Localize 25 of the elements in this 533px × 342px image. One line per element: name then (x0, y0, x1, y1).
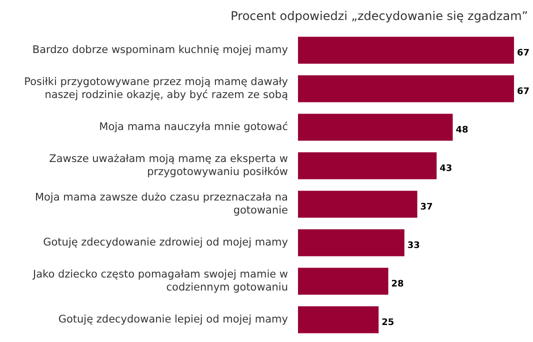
bar (298, 306, 379, 334)
y-tick-label: Gotuję zdecydowanie zdrowiej od mojej mamy (43, 236, 288, 249)
y-tick-label: Gotuję zdecydowanie lepiej od mojej mamy (58, 314, 288, 326)
data-label: 48 (456, 125, 468, 136)
data-label: 43 (440, 164, 452, 174)
bar (298, 229, 404, 256)
data-label: 67 (517, 48, 530, 58)
y-tick-label: Jako dziecko często pomagałam swojej mamie w codziennym gotowaniu (32, 268, 288, 294)
y-tick-label: Moja mama nauczyła mnie gotować (99, 121, 288, 134)
bar (298, 36, 514, 64)
chart-title: Procent odpowiedzi „zdecydowanie się zgadzam” (230, 9, 528, 23)
y-tick-label: Bardzo dobrze wspominam kuchnię mojej mamy (32, 44, 288, 56)
data-label: 67 (517, 86, 530, 97)
bar (298, 75, 514, 102)
data-label: 28 (391, 279, 404, 290)
y-tick-label: Zawsze uważałam moją mamę za eksperta w przygotowywaniu posiłków (49, 153, 288, 178)
bar (298, 190, 418, 218)
y-tick-label: Moja mama zawsze dużo czasu przeznaczała na gotowanie (34, 192, 288, 217)
bar (298, 268, 388, 295)
data-label: 37 (420, 202, 433, 212)
data-label: 25 (382, 318, 394, 328)
bar (298, 114, 453, 141)
y-tick-label: Posiłki przygotowywane przez moją mamę dawały naszej rodzinie okazję, aby być razem ze sobą (24, 76, 288, 102)
bar (298, 152, 437, 180)
data-label: 33 (407, 240, 420, 251)
